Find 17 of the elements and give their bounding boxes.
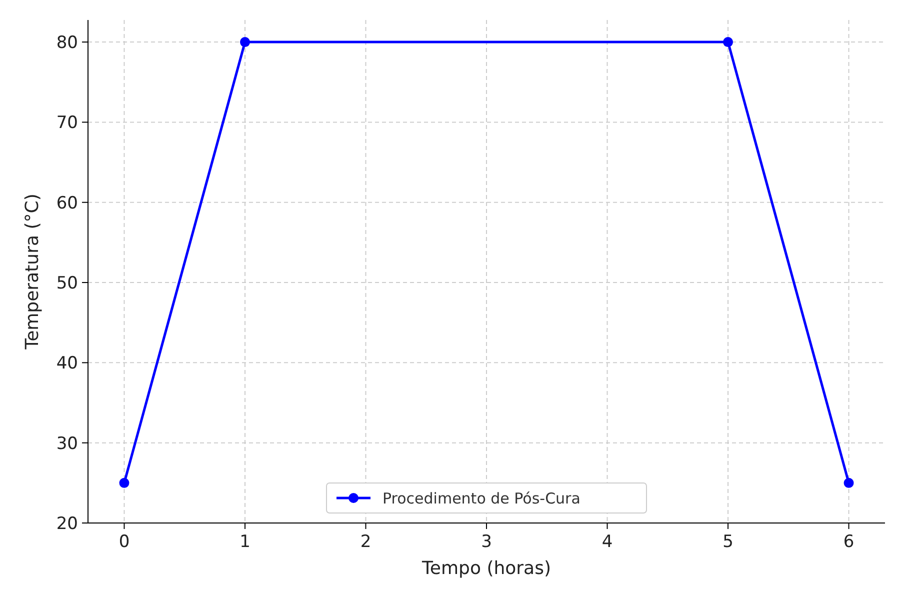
y-tick-label: 30 xyxy=(56,434,78,454)
y-tick-label: 20 xyxy=(56,514,78,534)
x-tick-label: 2 xyxy=(360,532,372,552)
x-tick-label: 4 xyxy=(602,532,613,552)
y-tick-label: 70 xyxy=(56,113,78,134)
x-tick-label: 3 xyxy=(481,532,492,552)
x-tick-label: 1 xyxy=(240,532,250,552)
y-tick-label: 60 xyxy=(56,193,78,214)
y-axis-title: Temperatura (°C) xyxy=(22,194,43,350)
x-tick-label: 5 xyxy=(722,532,734,552)
y-tick-label: 40 xyxy=(56,354,78,374)
x-tick-label: 6 xyxy=(843,532,854,552)
y-tick-label: 50 xyxy=(56,273,78,294)
x-axis-title: Tempo (horas) xyxy=(421,558,551,579)
y-tick-label: 80 xyxy=(56,32,78,53)
legend-label: Procedimento de Pós-Cura xyxy=(382,489,580,508)
x-tick-label: 0 xyxy=(118,532,130,552)
